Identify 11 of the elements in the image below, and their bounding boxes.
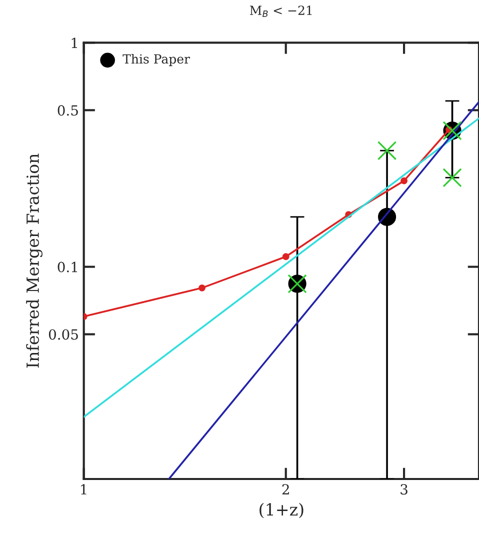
x-tick-label: 3	[400, 484, 408, 495]
x-tick-label: 1	[81, 484, 86, 494]
y-tick-label: 0.5	[58, 105, 78, 116]
y-tick-label: 1	[72, 38, 77, 48]
y-tick-label: 0.1	[58, 262, 77, 272]
y-axis-title: Inferred Merger Fraction	[26, 154, 42, 368]
legend-label: This Paper	[122, 54, 190, 66]
x-tick-label: 2	[282, 484, 289, 494]
x-axis-title: (1+z)	[260, 502, 304, 518]
chart-title: M$_{B}$ < −21	[250, 6, 312, 17]
y-tick-label: 0.05	[48, 329, 78, 340]
